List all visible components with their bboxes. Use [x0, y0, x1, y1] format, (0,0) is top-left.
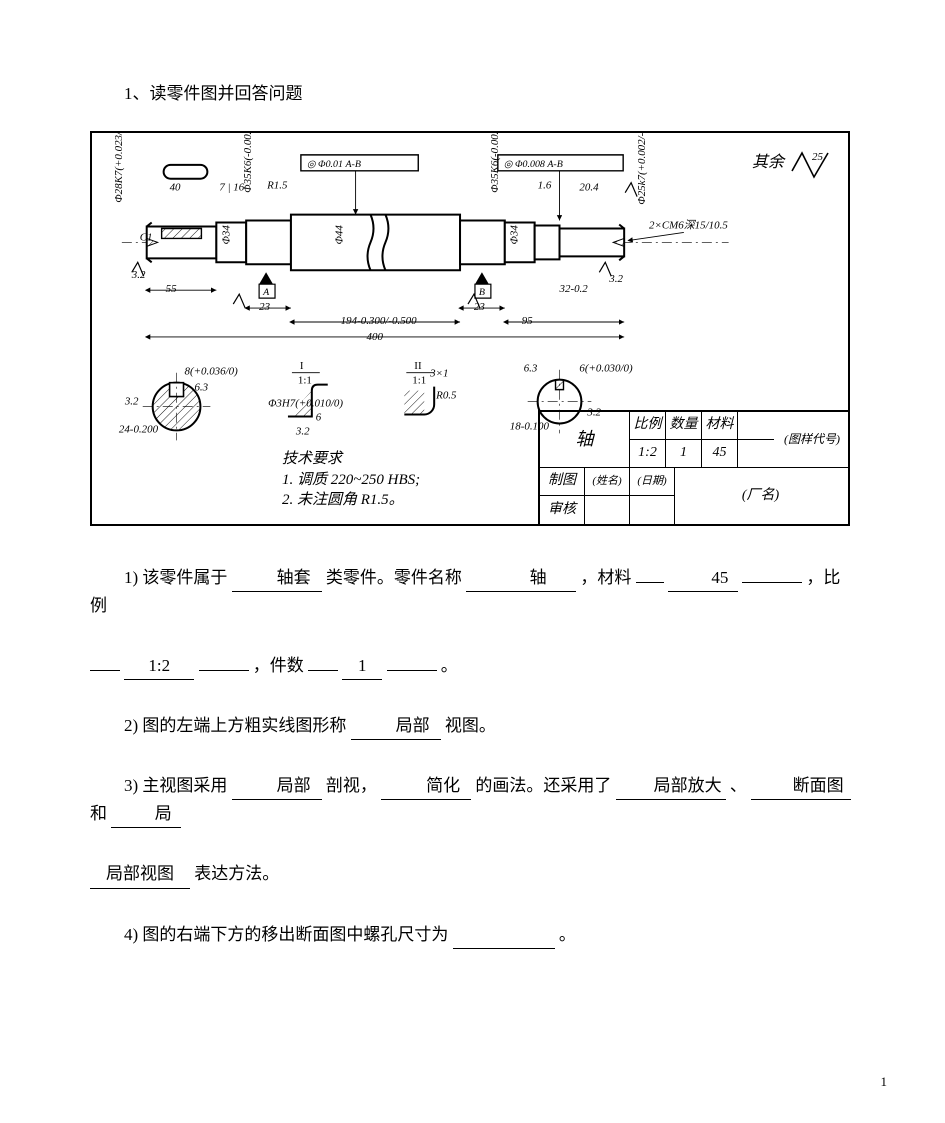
q3-blank4[interactable]: 断面图 — [751, 772, 851, 800]
q3-blank1[interactable]: 局部 — [232, 772, 322, 800]
svg-text:6.3: 6.3 — [194, 382, 208, 394]
q3-blank2[interactable]: 简化 — [381, 772, 471, 800]
tb-scale-label: 比例 — [630, 412, 666, 440]
svg-text:20.4: 20.4 — [579, 182, 599, 194]
svg-text:1.6: 1.6 — [538, 180, 552, 192]
q3-blank5b[interactable]: 局部视图 — [90, 860, 190, 888]
svg-text:◎ Φ0.008 A-B: ◎ Φ0.008 A-B — [504, 159, 563, 170]
q3: 3) 主视图采用 局部 剖视， 简化 的画法。还采用了 局部放大 、 断面图 和… — [90, 772, 855, 828]
svg-text:Φ34: Φ34 — [220, 225, 232, 245]
svg-text:6(+0.030/0): 6(+0.030/0) — [579, 363, 633, 375]
svg-text:Φ44: Φ44 — [334, 225, 346, 245]
q1: 1) 该零件属于 轴套 类零件。零件名称 轴 ，材料 45 ，比例 — [90, 564, 855, 619]
svg-text:II: II — [414, 360, 422, 372]
svg-text:95: 95 — [522, 315, 533, 327]
svg-text:23: 23 — [259, 301, 270, 313]
svg-text:3.2: 3.2 — [295, 426, 310, 438]
tb-factory: (厂名) — [673, 468, 848, 524]
svg-text:6.3: 6.3 — [524, 363, 538, 375]
tb-part-name: 轴 — [540, 412, 630, 468]
q3-blank3[interactable]: 局部放大 — [616, 772, 726, 800]
svg-text:3.2: 3.2 — [124, 396, 139, 408]
svg-text:6: 6 — [316, 412, 322, 424]
svg-text:I: I — [300, 360, 304, 372]
svg-text:32-0.2: 32-0.2 — [559, 283, 589, 295]
svg-text:C1: C1 — [140, 232, 153, 244]
q1-blank3[interactable]: 45 — [668, 564, 738, 592]
q1-blank4[interactable]: 1:2 — [124, 652, 194, 680]
svg-text:55: 55 — [166, 283, 177, 295]
svg-text:Φ3H7(+0.010/0): Φ3H7(+0.010/0) — [268, 398, 343, 410]
svg-text:2×CM6深15/10.5: 2×CM6深15/10.5 — [649, 219, 728, 232]
svg-text:3×1: 3×1 — [429, 368, 448, 380]
q4-blank[interactable] — [453, 921, 555, 949]
question-heading: 1、读零件图并回答问题 — [90, 80, 855, 107]
tb-scale-value: 1:2 — [630, 440, 666, 468]
q1-blank2[interactable]: 轴 — [466, 564, 576, 592]
q1-line2: 1:2 ，件数 1 。 — [90, 652, 855, 680]
tb-qty-value: 1 — [666, 440, 702, 468]
svg-text:7 | 16: 7 | 16 — [219, 182, 244, 194]
svg-text:◎ Φ0.01 A-B: ◎ Φ0.01 A-B — [307, 159, 361, 170]
q2: 2) 图的左端上方粗实线图形称 局部 视图。 — [90, 712, 855, 740]
title-block: 轴 比例 数量 材料 1:2 1 45 (图样代号) 制图 — [538, 410, 848, 524]
page-number: 1 — [881, 1072, 888, 1093]
svg-text:1:1: 1:1 — [298, 375, 312, 387]
svg-text:194-0.300/-0.500: 194-0.300/-0.500 — [341, 315, 417, 327]
tb-mat-label: 材料 — [702, 412, 738, 440]
svg-text:B: B — [479, 287, 485, 298]
svg-text:40: 40 — [170, 182, 181, 194]
tb-checked-label: 审核 — [540, 496, 585, 524]
svg-text:R1.5: R1.5 — [266, 180, 288, 192]
q2-blank1[interactable]: 局部 — [351, 712, 441, 740]
svg-text:R0.5: R0.5 — [435, 390, 457, 402]
tb-mat-value: 45 — [702, 440, 738, 468]
tb-drawing-no: (图样代号) — [774, 412, 850, 468]
tb-qty-label: 数量 — [666, 412, 702, 440]
engineering-drawing: 其余 25 技术要求 1. 调质 220~250 HBS; 2. 未注圆角 R1… — [90, 131, 850, 526]
q3-blank5a[interactable]: 局 — [111, 800, 181, 828]
q3-line2: 局部视图 表达方法。 — [90, 860, 855, 888]
svg-text:Φ35K6(-0.002/-0.018): Φ35K6(-0.002/-0.018) — [489, 133, 501, 193]
svg-text:A: A — [262, 287, 270, 298]
svg-text:24-0.200: 24-0.200 — [119, 424, 159, 436]
svg-text:8(+0.036/0): 8(+0.036/0) — [185, 366, 239, 378]
q4: 4) 图的右端下方的移出断面图中螺孔尺寸为 。 — [90, 921, 855, 949]
questions-block: 1) 该零件属于 轴套 类零件。零件名称 轴 ，材料 45 ，比例 1:2 ，件… — [90, 564, 855, 949]
tb-sign-label: (姓名) — [585, 468, 630, 496]
svg-text:Φ25k7(+0.002/-0.006): Φ25k7(+0.002/-0.006) — [636, 133, 648, 205]
tb-date-label: (日期) — [630, 468, 675, 496]
svg-text:1:1: 1:1 — [412, 375, 426, 387]
svg-text:Φ28K7(+0.023/+0.002): Φ28K7(+0.023/+0.002) — [113, 133, 125, 203]
tb-drawn-label: 制图 — [540, 468, 585, 496]
q1-blank1[interactable]: 轴套 — [232, 564, 322, 592]
svg-text:Φ34: Φ34 — [509, 225, 521, 245]
q1-blank5[interactable]: 1 — [342, 652, 382, 680]
